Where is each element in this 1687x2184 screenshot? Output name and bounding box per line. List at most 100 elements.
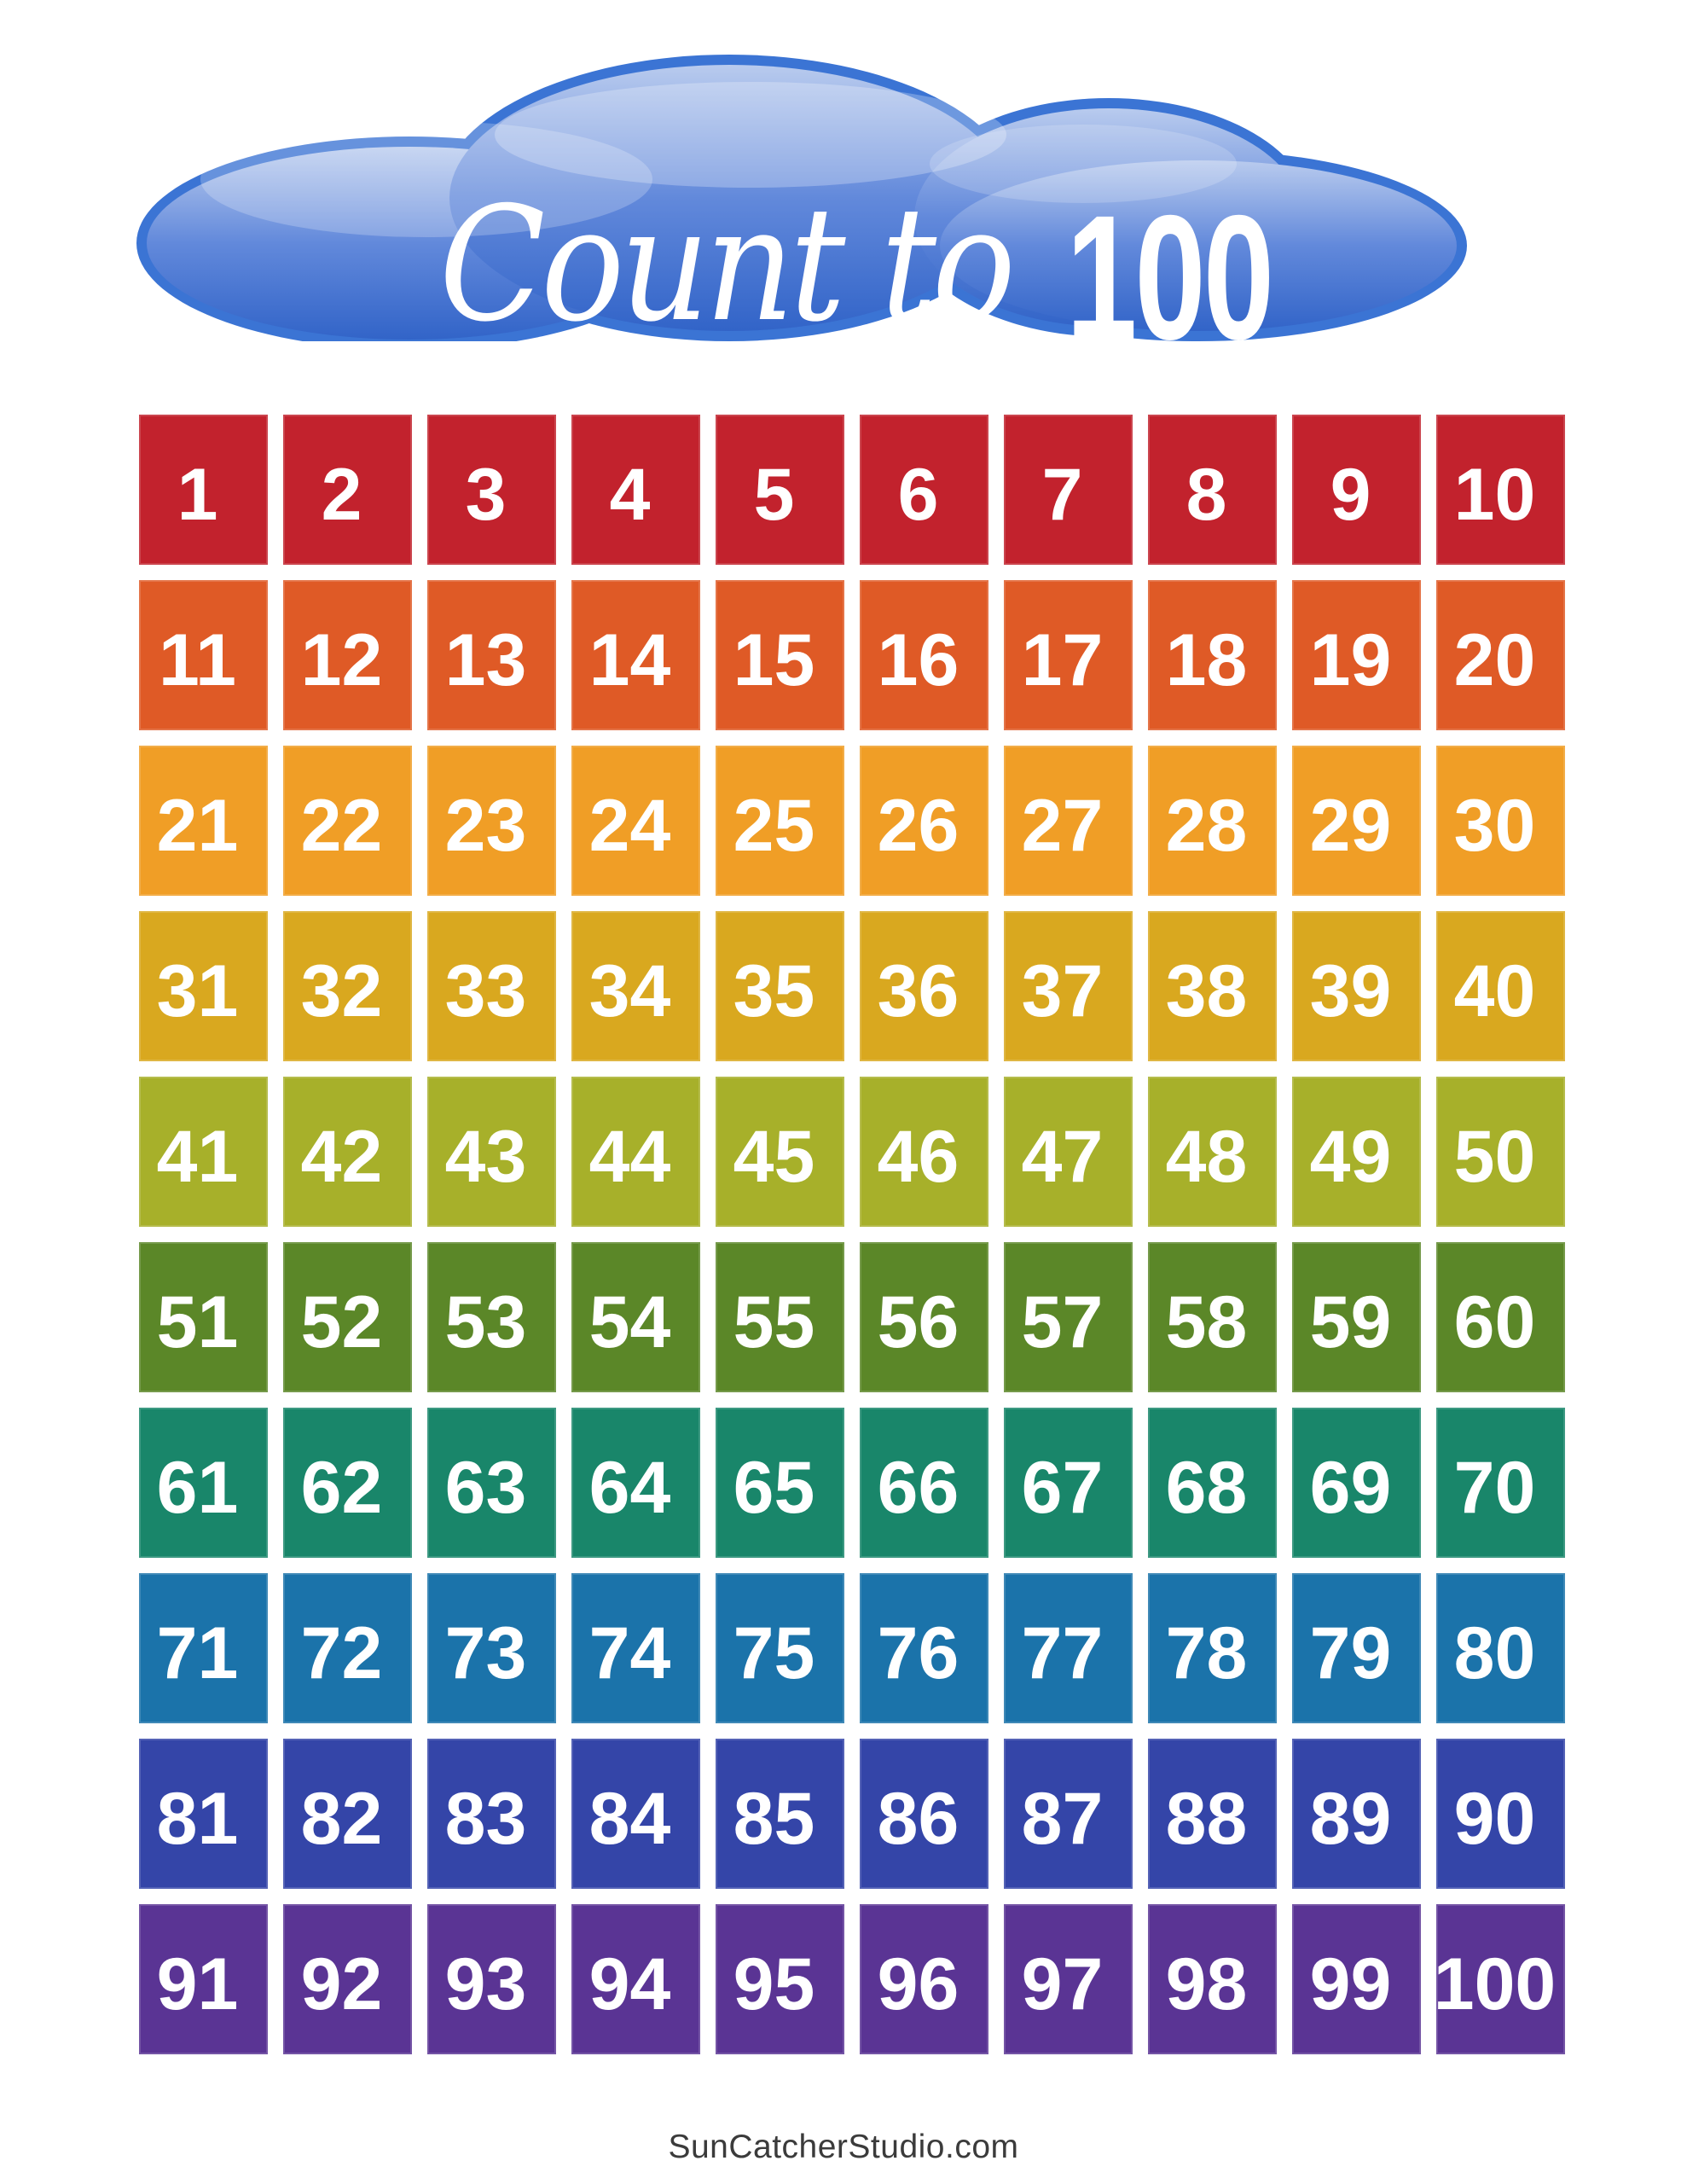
grid-cell-60: 60 [1436, 1242, 1565, 1392]
grid-cell-43: 43 [427, 1077, 556, 1227]
grid-cell-23: 23 [427, 746, 556, 896]
grid-cell-47: 47 [1004, 1077, 1133, 1227]
grid-cell-50: 50 [1436, 1077, 1565, 1227]
grid-cell-67: 67 [1004, 1408, 1133, 1558]
grid-cell-7: 7 [1004, 415, 1133, 565]
grid-cell-2: 2 [283, 415, 412, 565]
grid-cell-99: 99 [1292, 1904, 1421, 2054]
grid-cell-88: 88 [1148, 1739, 1277, 1889]
grid-cell-64: 64 [571, 1408, 700, 1558]
grid-cell-33: 33 [427, 911, 556, 1061]
grid-cell-59: 59 [1292, 1242, 1421, 1392]
grid-cell-52: 52 [283, 1242, 412, 1392]
grid-cell-62: 62 [283, 1408, 412, 1558]
grid-cell-72: 72 [283, 1573, 412, 1723]
grid-cell-19: 19 [1292, 580, 1421, 730]
grid-cell-51: 51 [139, 1242, 268, 1392]
grid-cell-91: 91 [139, 1904, 268, 2054]
grid-cell-66: 66 [860, 1408, 988, 1558]
grid-cell-41: 41 [139, 1077, 268, 1227]
grid-cell-6: 6 [860, 415, 988, 565]
grid-cell-44: 44 [571, 1077, 700, 1227]
grid-cell-49: 49 [1292, 1077, 1421, 1227]
grid-cell-87: 87 [1004, 1739, 1133, 1889]
grid-cell-78: 78 [1148, 1573, 1277, 1723]
cloud-body [147, 65, 1457, 340]
grid-cell-11: 11 [139, 580, 268, 730]
cloud-shape-graphic [136, 55, 1467, 341]
grid-cell-31: 31 [139, 911, 268, 1061]
grid-cell-25: 25 [716, 746, 844, 896]
grid-cell-36: 36 [860, 911, 988, 1061]
title-script-text: Count to [439, 172, 1016, 357]
grid-cell-53: 53 [427, 1242, 556, 1392]
grid-cell-74: 74 [571, 1573, 700, 1723]
grid-cell-42: 42 [283, 1077, 412, 1227]
title-banner: Count to 100 [102, 51, 1467, 367]
grid-cell-9: 9 [1292, 415, 1421, 565]
grid-cell-3: 3 [427, 415, 556, 565]
footer-site-text: SunCatcherStudio.com [668, 2129, 1019, 2165]
grid-cell-93: 93 [427, 1904, 556, 2054]
grid-cell-86: 86 [860, 1739, 988, 1889]
grid-cell-57: 57 [1004, 1242, 1133, 1392]
grid-cell-37: 37 [1004, 911, 1133, 1061]
grid-cell-84: 84 [571, 1739, 700, 1889]
grid-cell-58: 58 [1148, 1242, 1277, 1392]
grid-cell-92: 92 [283, 1904, 412, 2054]
hundred-chart-grid: 1 2 3 4 5 6 7 8 9 10 11 12 13 14 15 16 17 18 19 20 21 22 23 24 2… [139, 415, 1565, 2054]
grid-cell-32: 32 [283, 911, 412, 1061]
grid-cell-14: 14 [571, 580, 700, 730]
grid-cell-65: 65 [716, 1408, 844, 1558]
grid-cell-39: 39 [1292, 911, 1421, 1061]
grid-cell-26: 26 [860, 746, 988, 896]
grid-cell-20: 20 [1436, 580, 1565, 730]
grid-cell-100: 100 [1434, 1904, 1565, 2054]
grid-cell-95: 95 [716, 1904, 844, 2054]
grid-cell-48: 48 [1148, 1077, 1277, 1227]
grid-cell-13: 13 [427, 580, 556, 730]
grid-cell-81: 81 [139, 1739, 268, 1889]
grid-cell-85: 85 [716, 1739, 844, 1889]
grid-cell-79: 79 [1292, 1573, 1421, 1723]
grid-cell-16: 16 [860, 580, 988, 730]
grid-cell-38: 38 [1148, 911, 1277, 1061]
grid-cell-5: 5 [716, 415, 844, 565]
grid-cell-28: 28 [1148, 746, 1277, 896]
grid-cell-12: 12 [283, 580, 412, 730]
grid-cell-97: 97 [1004, 1904, 1133, 2054]
grid-cell-55: 55 [716, 1242, 844, 1392]
grid-cell-17: 17 [1004, 580, 1133, 730]
grid-cell-30: 30 [1436, 746, 1565, 896]
grid-cell-73: 73 [427, 1573, 556, 1723]
grid-cell-24: 24 [571, 746, 700, 896]
grid-cell-90: 90 [1436, 1739, 1565, 1889]
grid-cell-75: 75 [716, 1573, 844, 1723]
grid-cell-98: 98 [1148, 1904, 1277, 2054]
grid-cell-94: 94 [571, 1904, 700, 2054]
grid-cell-89: 89 [1292, 1739, 1421, 1889]
grid-cell-35: 35 [716, 911, 844, 1061]
grid-cell-40: 40 [1436, 911, 1565, 1061]
grid-cell-63: 63 [427, 1408, 556, 1558]
grid-cell-4: 4 [571, 415, 700, 565]
grid-cell-8: 8 [1148, 415, 1277, 565]
grid-cell-71: 71 [139, 1573, 268, 1723]
title-number-text: 100 [1066, 179, 1274, 377]
grid-cell-27: 27 [1004, 746, 1133, 896]
grid-cell-18: 18 [1148, 580, 1277, 730]
grid-cell-15: 15 [716, 580, 844, 730]
cloud-gloss-highlight [200, 82, 1237, 237]
grid-cell-56: 56 [860, 1242, 988, 1392]
grid-cell-80: 80 [1436, 1573, 1565, 1723]
grid-cell-54: 54 [571, 1242, 700, 1392]
grid-cell-76: 76 [860, 1573, 988, 1723]
grid-cell-46: 46 [860, 1077, 988, 1227]
grid-cell-82: 82 [283, 1739, 412, 1889]
grid-cell-83: 83 [427, 1739, 556, 1889]
grid-cell-10: 10 [1436, 415, 1565, 565]
grid-cell-70: 70 [1436, 1408, 1565, 1558]
grid-cell-45: 45 [716, 1077, 844, 1227]
grid-cell-61: 61 [139, 1408, 268, 1558]
grid-cell-69: 69 [1292, 1408, 1421, 1558]
